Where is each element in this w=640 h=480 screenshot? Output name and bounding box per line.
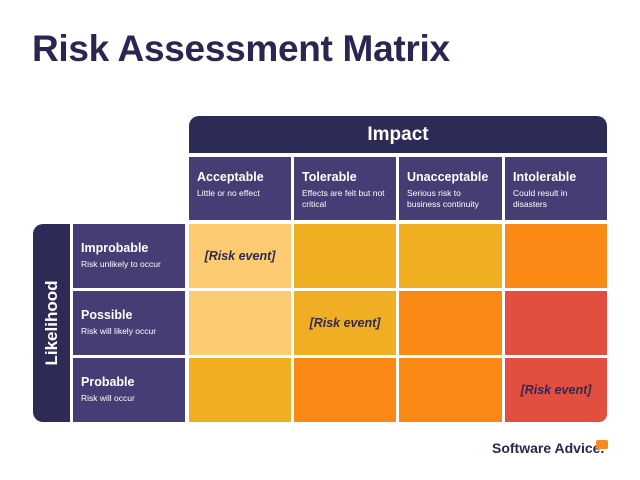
column-title: Tolerable	[302, 170, 357, 184]
matrix-cell	[399, 291, 502, 355]
column-description: Could result in disasters	[513, 188, 568, 209]
brand: Software Advice.	[492, 440, 605, 456]
column-header: Unacceptable Serious risk to business con…	[399, 157, 502, 220]
row-description: Risk unlikely to occur	[81, 259, 161, 269]
row-description: Risk will occur	[81, 393, 135, 403]
column-description: Little or no effect	[197, 188, 260, 198]
column-header: Acceptable Little or no effect	[189, 157, 291, 220]
row-description: Risk will likely occur	[81, 326, 157, 336]
row-title: Improbable	[81, 241, 149, 255]
risk-event: [Risk event]	[309, 316, 381, 330]
column-header: Intolerable Could result in disasters	[505, 157, 607, 220]
impact-header: Impact	[189, 116, 607, 153]
risk-event: [Risk event]	[520, 383, 592, 397]
matrix-cell	[294, 224, 396, 288]
likelihood-header: Likelihood	[33, 224, 70, 422]
matrix-cell	[505, 224, 607, 288]
matrix-cell	[294, 358, 396, 422]
matrix-cell	[399, 358, 502, 422]
column-description: Serious risk to business continuity	[407, 188, 479, 209]
matrix-cell: [Risk event]	[505, 358, 607, 422]
row-header: Improbable Risk unlikely to occur	[73, 224, 185, 288]
matrix-cell	[505, 291, 607, 355]
matrix-cell: [Risk event]	[294, 291, 396, 355]
column-title: Unacceptable	[407, 170, 489, 184]
row-header: Possible Risk will likely occur	[73, 291, 185, 355]
row-title: Possible	[81, 308, 133, 322]
title: Risk Assessment Matrix	[32, 28, 450, 69]
matrix-cell	[189, 291, 291, 355]
column-description: Effects are felt but not critical	[302, 188, 385, 209]
brand-icon	[596, 440, 608, 449]
row-header: Probable Risk will occur	[73, 358, 185, 422]
matrix-cell: [Risk event]	[189, 224, 291, 288]
matrix-cell	[189, 358, 291, 422]
matrix-cell	[399, 224, 502, 288]
column-title: Acceptable	[197, 170, 264, 184]
row-title: Probable	[81, 375, 135, 389]
column-title: Intolerable	[513, 170, 577, 184]
likelihood-label: Likelihood	[41, 280, 61, 366]
risk-event: [Risk event]	[204, 249, 276, 263]
column-header: Tolerable Effects are felt but not critic…	[294, 157, 396, 220]
